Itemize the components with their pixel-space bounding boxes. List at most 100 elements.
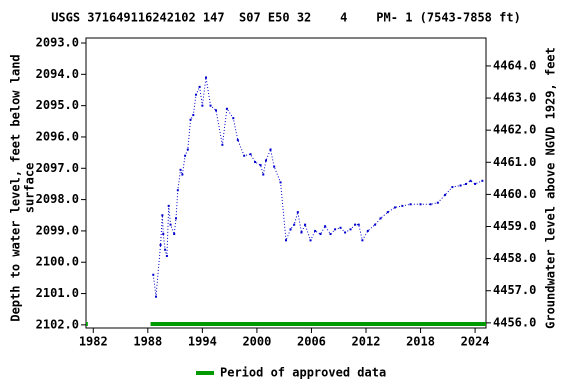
data-point xyxy=(164,248,167,251)
y2-tick-label: 4460.0 xyxy=(493,187,536,201)
data-point xyxy=(357,223,360,226)
y2-tick-label: 4458.0 xyxy=(493,251,536,265)
data-point xyxy=(459,184,462,187)
data-point xyxy=(361,239,364,242)
data-point xyxy=(339,226,342,229)
data-point xyxy=(236,139,239,142)
data-point xyxy=(465,182,467,185)
data-point xyxy=(474,182,477,185)
data-point xyxy=(329,233,332,236)
data-point xyxy=(195,93,197,96)
data-point xyxy=(444,193,447,196)
x-tick-label: 2024 xyxy=(461,335,490,349)
chart-title: USGS 371649116242102 147 S07 E50 32 4 PM… xyxy=(51,11,521,25)
data-point xyxy=(269,148,272,151)
data-point xyxy=(319,233,322,236)
data-point xyxy=(469,179,472,182)
data-point xyxy=(162,233,165,236)
data-point xyxy=(379,217,382,220)
data-point xyxy=(262,173,265,176)
data-point xyxy=(221,143,224,146)
data-point xyxy=(184,154,187,157)
data-point xyxy=(165,254,168,257)
data-point xyxy=(289,228,292,231)
data-point xyxy=(259,164,262,167)
x-tick-label: 2006 xyxy=(297,335,326,349)
data-point xyxy=(293,223,296,226)
data-point xyxy=(159,244,162,247)
data-point xyxy=(155,295,157,298)
plot-frame xyxy=(85,37,487,329)
x-tick-label: 1988 xyxy=(133,335,162,349)
data-point xyxy=(354,223,357,226)
data-point xyxy=(254,161,257,164)
x-tick-label: 2000 xyxy=(242,335,271,349)
data-point xyxy=(349,228,352,231)
y-tick-label: 2097.0 xyxy=(36,161,79,175)
y-tick-label: 2102.0 xyxy=(36,317,79,331)
data-point xyxy=(419,203,422,206)
data-point xyxy=(401,204,404,207)
data-point xyxy=(186,148,189,151)
data-point xyxy=(243,154,246,157)
y-tick-label: 2100.0 xyxy=(36,255,79,269)
data-point xyxy=(324,225,327,228)
y-axis-label: surface xyxy=(23,163,37,214)
y2-axis-label: Groundwater level above NGVD 1929, feet xyxy=(544,47,558,329)
data-point xyxy=(179,168,182,171)
y2-tick-label: 4459.0 xyxy=(493,219,536,233)
x-tick-label: 2018 xyxy=(406,335,435,349)
data-point xyxy=(314,229,317,232)
data-point xyxy=(394,206,397,209)
x-tick-label: 1994 xyxy=(188,335,217,349)
data-point xyxy=(161,214,164,217)
data-point xyxy=(152,273,155,276)
y-tick-label: 2095.0 xyxy=(36,98,79,112)
data-point xyxy=(451,186,454,189)
data-point xyxy=(215,109,217,112)
x-tick-label: 2012 xyxy=(352,335,381,349)
series-line xyxy=(152,77,483,297)
data-point xyxy=(366,229,369,232)
y-tick-label: 2093.0 xyxy=(36,36,79,50)
y2-tick-label: 4463.0 xyxy=(493,91,536,105)
data-point xyxy=(167,204,170,207)
y2-tick-label: 4461.0 xyxy=(493,155,536,169)
data-point xyxy=(249,153,252,156)
data-point xyxy=(201,104,204,107)
data-point xyxy=(265,159,267,162)
y-tick-label: 2098.0 xyxy=(36,192,79,206)
data-point xyxy=(176,189,179,192)
x-tick-label: 1982 xyxy=(79,335,108,349)
y-tick-label: 2101.0 xyxy=(36,286,79,300)
data-point xyxy=(232,117,235,120)
approved-period xyxy=(150,322,486,326)
data-point xyxy=(205,76,207,79)
y-tick-label: 2096.0 xyxy=(36,129,79,143)
data-point xyxy=(285,239,287,242)
data-point xyxy=(192,114,195,117)
data-point xyxy=(181,173,184,176)
data-point xyxy=(173,233,176,236)
data-point xyxy=(300,231,303,234)
y2-tick-label: 4462.0 xyxy=(493,123,536,137)
legend-label: Period of approved data xyxy=(220,366,386,380)
data-point xyxy=(175,217,177,220)
data-point xyxy=(279,181,282,184)
data-point xyxy=(304,223,307,226)
approved-period xyxy=(86,322,88,326)
data-point xyxy=(429,203,432,206)
data-point xyxy=(334,228,337,231)
y2-tick-label: 4456.0 xyxy=(493,315,536,329)
y-tick-label: 2099.0 xyxy=(36,223,79,237)
data-point xyxy=(436,201,439,204)
y2-tick-label: 4464.0 xyxy=(493,58,536,72)
data-point xyxy=(296,211,299,214)
data-point xyxy=(198,85,201,88)
data-point xyxy=(209,104,212,107)
data-point xyxy=(273,165,276,168)
y-axis-label: Depth to water level, feet below land xyxy=(9,54,23,321)
data-point xyxy=(409,203,412,206)
y2-tick-label: 4457.0 xyxy=(493,283,536,297)
